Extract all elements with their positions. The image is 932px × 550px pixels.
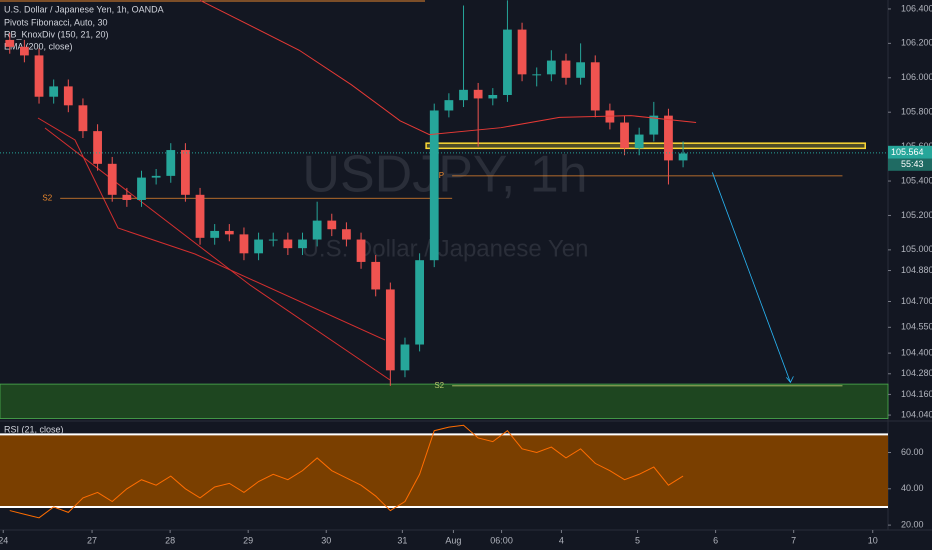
candle-body [49,86,59,97]
candle-body [503,29,512,95]
pivot-label: S2 [434,381,444,390]
candle-body [385,289,395,371]
x-tick-label: 24 [0,535,8,545]
candle-body [93,131,102,164]
title: U.S. Dollar / Japanese Yen, 1h, OANDA [4,4,164,14]
y-tick-label: 104.040 [901,409,932,419]
candle-body [107,163,117,195]
watermark: USDJPY, 1h [302,146,587,204]
y-tick-label: 105.800 [901,107,932,117]
y-tick-label: 106.200 [901,38,932,48]
pivot-label: P [439,171,444,180]
rsi-line [9,424,684,519]
x-tick-label: 31 [397,535,407,545]
candle-body [576,62,586,78]
candle-body [620,122,629,149]
y-tick-label: 105.400 [901,175,932,185]
y-tick-label: 104.880 [901,265,932,275]
candle-body [312,220,322,240]
candle-body [356,239,366,262]
x-tick-label: 30 [321,535,331,545]
candle-body [20,46,29,56]
candle-body [400,344,410,371]
countdown: 55:43 [901,159,924,169]
ema-line [199,0,697,136]
candle-body [561,60,571,78]
candle-body [664,115,673,161]
candle-body [342,229,351,240]
candle-body [63,86,73,106]
x-tick-label: Aug [445,535,461,545]
candle-body [532,74,542,76]
x-tick-label: 27 [87,535,97,545]
x-tick-label: 28 [165,535,175,545]
y-tick-label: 105.200 [901,210,932,220]
last-price-tag [888,145,932,159]
candle-body [224,230,234,235]
y-tick-label: 104.280 [901,368,932,378]
candle-body [298,239,307,249]
candle-body [268,239,278,241]
x-tick-label: 06:00 [490,535,513,545]
y-tick-label: 104.400 [901,347,932,357]
x-tick-label: 5 [635,535,640,545]
candle-body [327,220,337,230]
y-tick-label: 106.000 [901,72,932,82]
candle-body [210,230,220,238]
x-tick-label: 29 [243,535,253,545]
candle-body [371,261,381,290]
candle-body [5,39,15,47]
candle-body [429,110,439,261]
rsi-band [0,434,888,507]
candle-body [137,177,146,200]
candle-body [678,153,688,161]
candle-body [195,194,205,238]
x-tick-label: 10 [868,535,878,545]
y-tick-label: 104.550 [901,322,932,332]
candle-body [283,239,293,249]
x-tick-label: 4 [559,535,564,545]
y-tick-label: 105.000 [901,244,932,254]
x-tick-label: 6 [713,535,718,545]
rsi-title: RSI (21, close) [4,424,64,434]
candle-body [546,60,556,75]
watermark-sub: U.S. Dollar / Japanese Yen [302,235,589,262]
candle-body [78,105,88,132]
forecast-arrow [711,172,791,383]
candle-body [151,175,161,178]
candle-body [649,115,659,135]
pivot-label: S2 [42,193,52,202]
indicator: RB_KnoxDiv (150, 21, 20) [4,29,109,39]
support-zone [0,383,889,419]
y-tick-label: 40.00 [901,483,924,493]
candle-body [415,260,424,345]
candle-body [473,89,483,99]
arrow-head [786,376,794,384]
y-tick-label: 106.400 [901,3,932,13]
y-tick-label: 60.00 [901,447,924,457]
divergence-line [37,117,386,341]
candle-body [34,55,44,97]
y-tick-label: 104.700 [901,296,932,306]
candle-body [166,150,176,176]
last-price-label: 105.564 [891,147,924,157]
resistance-box [425,142,866,150]
candle-body [181,150,190,195]
candle-body [590,62,600,111]
candle-body [634,134,644,149]
candle-body [122,194,132,200]
candle-body [239,234,249,254]
candle-body [488,94,498,99]
y-tick-label: 104.160 [901,389,932,399]
candle-body [459,89,468,101]
countdown-tag [888,158,932,171]
indicator: EMA (200, close) [4,41,73,51]
candle-body [254,239,263,254]
candle-body [444,100,454,111]
y-tick-label: 20.00 [901,519,924,529]
indicator: Pivots Fibonacci, Auto, 30 [4,17,108,27]
x-tick-label: 7 [791,535,796,545]
candle-body [517,29,527,75]
